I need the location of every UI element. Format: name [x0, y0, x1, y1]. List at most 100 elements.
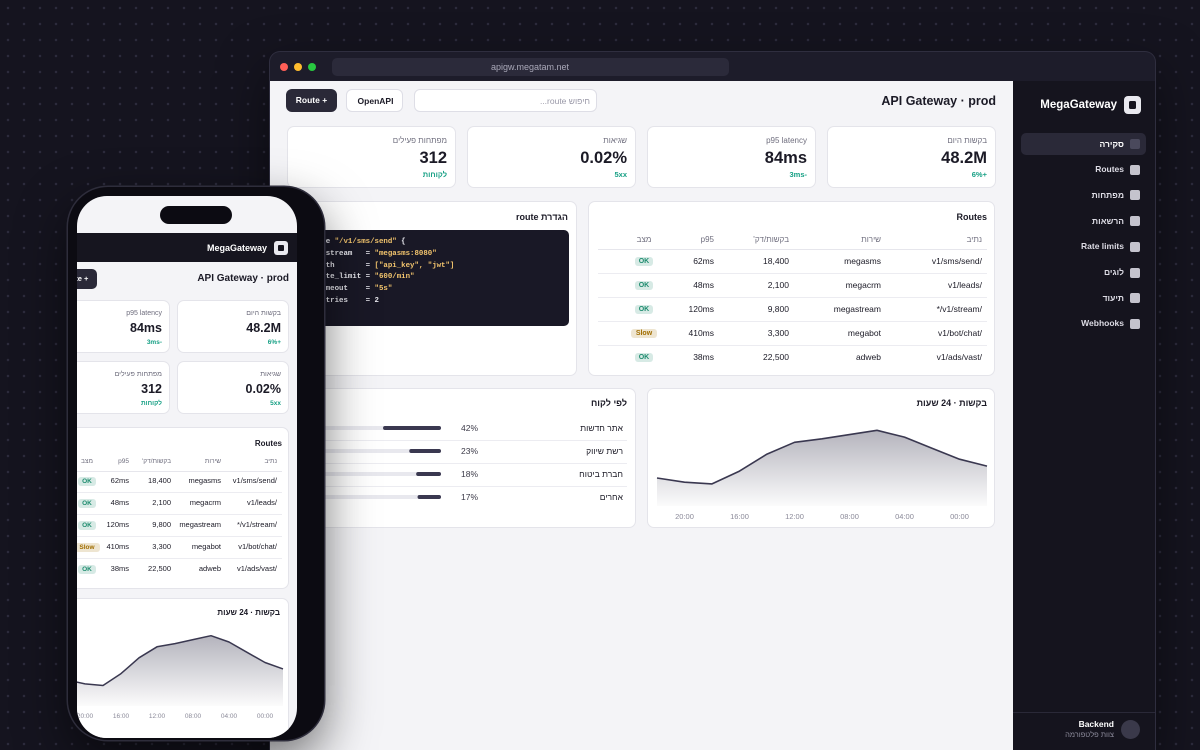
new-route-button[interactable]: + Route	[286, 89, 337, 112]
code-line: auth = ["api_key", "jwt"]	[308, 260, 563, 272]
code-token: ["api_key", "jwt"]	[374, 261, 455, 270]
row-divider	[598, 345, 987, 346]
nav-icon	[1130, 190, 1140, 201]
openapi-button[interactable]: OpenAPI	[346, 89, 403, 112]
nav-item[interactable]: לוגים	[1021, 262, 1146, 284]
x-tick-label: 16:00	[730, 512, 749, 521]
stat-value: 84ms	[130, 320, 162, 335]
track	[303, 495, 441, 499]
nav-item[interactable]: תיעוד	[1021, 287, 1146, 309]
requests-card: בקשות · 24 שעות 00:00 04:00 08:00 12:00 16:00…	[647, 388, 995, 528]
row-divider	[77, 492, 282, 493]
code-token: "megasms:8080"	[374, 249, 437, 258]
x-tick-label: 20:00	[675, 512, 694, 521]
table-cell: adweb	[198, 564, 221, 573]
status-badge: OK	[78, 498, 96, 508]
brand-logo-inner	[278, 245, 284, 251]
new-route-button[interactable]: + Route	[77, 269, 97, 289]
code-token: upstream =	[308, 249, 375, 258]
stat-label: בקשות היום	[246, 309, 281, 317]
x-tick-label: 04:00	[220, 712, 238, 720]
brand-logo	[274, 241, 288, 255]
code-token: 2	[374, 297, 379, 305]
avatar	[1121, 720, 1140, 739]
column-header: שירות	[204, 457, 221, 465]
search-placeholder: חיפוש route...	[539, 96, 590, 106]
nav-item[interactable]: סקירה	[1021, 133, 1146, 155]
nav-item[interactable]: Webhooks	[1021, 313, 1146, 335]
status-badge: Slow	[630, 328, 658, 338]
stat-label: שגיאות	[260, 370, 281, 378]
table-cell: 48ms	[693, 279, 714, 290]
phone-screen: MegaGateway API Gateway · prod + Route בקשו…	[77, 196, 297, 738]
stat-value: 84ms	[764, 149, 807, 167]
table-cell: 9,800	[767, 303, 789, 314]
table-cell: megabot	[847, 327, 881, 338]
table-cell: /v1/leads	[246, 498, 277, 507]
track	[303, 449, 441, 453]
table-cell: 2,100	[767, 279, 789, 290]
stat-card: מפתחות פעילים 312 לקוחות	[77, 361, 170, 414]
code-line: rate_limit = "600/min"	[308, 271, 563, 283]
table-cell: /v1/bot/chat	[238, 542, 277, 551]
row-divider	[77, 558, 282, 559]
table-cell: 410ms	[106, 542, 129, 551]
column-header: בקשות/דק'	[753, 234, 789, 244]
stat-delta: -3ms	[146, 338, 162, 346]
table-cell: megastream	[833, 303, 881, 314]
table-cell: 120ms	[106, 520, 129, 529]
area-line	[656, 429, 988, 485]
stat-label: p95 latency	[766, 135, 807, 145]
nav-item[interactable]: הרשאות	[1021, 210, 1146, 232]
bar-track	[303, 449, 441, 453]
code-token: auth =	[308, 261, 375, 270]
by-client-card: לפי לקוח אתר חדשות 42% רשת שיווק 23% חברת ביט…	[287, 388, 636, 528]
code-token: retries =	[308, 297, 375, 305]
column-header: מצב	[636, 234, 652, 244]
nav-item[interactable]: Rate limits	[1021, 236, 1146, 258]
table-cell: 3,300	[152, 542, 171, 551]
header-divider	[77, 471, 282, 472]
phone: MegaGateway API Gateway · prod + Route בקשו…	[68, 187, 324, 740]
table-cell: 9,800	[152, 520, 171, 529]
card-title: Routes	[254, 438, 282, 448]
area-fill	[657, 430, 987, 506]
area-line	[77, 634, 284, 687]
bar-track	[303, 495, 441, 499]
category-label: חברת ביטוח	[579, 468, 623, 479]
header-divider	[598, 249, 987, 250]
row-divider	[598, 321, 987, 322]
table-cell: /v1/sms/send	[931, 255, 982, 266]
stat-card: מפתחות פעילים 312 לקוחות	[287, 126, 456, 188]
code-token: "/v1/sms/send"	[334, 238, 397, 246]
table-cell: 120ms	[688, 303, 714, 314]
table-cell: adweb	[855, 351, 881, 362]
column-header: נתיב	[966, 234, 982, 244]
nav-item[interactable]: Routes	[1021, 159, 1146, 181]
stat-label: מפתחות פעילים	[392, 135, 447, 145]
brand: MegaGateway	[206, 243, 267, 253]
status-badge: OK	[78, 564, 96, 574]
routes-card: Routes נתיב שירות בקשות/דק' p95 מצב/v1/sms/se…	[588, 201, 995, 376]
stat-label: בקשות היום	[947, 135, 987, 145]
stat-delta: לקוחות	[140, 399, 162, 407]
value-label: 18%	[460, 468, 478, 479]
table-cell: 2,100	[152, 498, 171, 507]
value-label: 42%	[460, 422, 478, 433]
table-cell: /v1/ads/vast	[936, 351, 982, 362]
code-line: timeout = "5s"	[308, 283, 563, 295]
code-token: "5s"	[374, 285, 393, 294]
nav-item[interactable]: מפתחות	[1021, 184, 1146, 206]
route-config-card: הגדרת route route "/v1/sms/send" { upstre…	[287, 201, 577, 376]
chart-title: בקשות · 24 שעות	[916, 398, 987, 408]
area-chart	[77, 634, 284, 706]
stat-delta: לקוחות	[422, 170, 447, 179]
search-input[interactable]: חיפוש route...	[414, 89, 597, 112]
x-tick-label: 00:00	[256, 712, 274, 720]
table-cell: /v1/stream/*	[236, 520, 277, 529]
status-badge: OK	[78, 520, 96, 530]
nav-icon	[1130, 139, 1140, 149]
stat-value: 0.02%	[580, 149, 627, 167]
button-label: + Route	[77, 274, 89, 283]
